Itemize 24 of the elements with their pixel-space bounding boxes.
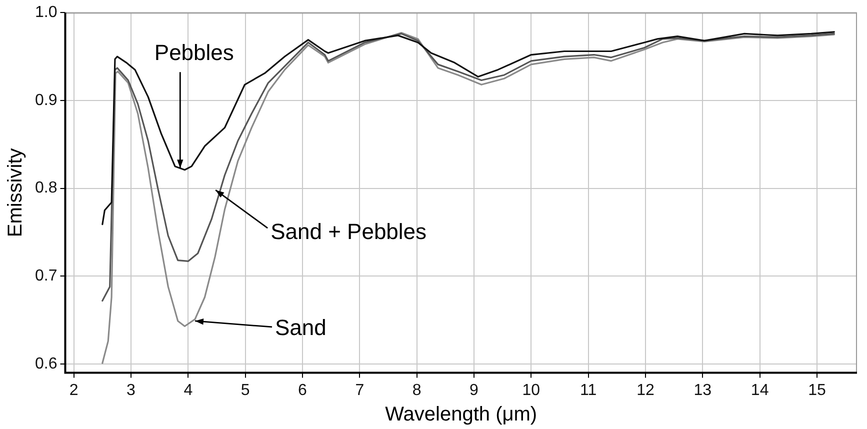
x-tick-label: 12 <box>636 382 654 399</box>
y-tick-label: 0.8 <box>34 180 58 197</box>
x-axis-title: Wavelength (μm) <box>385 404 538 426</box>
x-tick-label: 7 <box>355 382 364 399</box>
y-axis-title: Emissivity <box>4 148 27 238</box>
x-tick-label: 4 <box>184 382 193 399</box>
x-tick-label: 3 <box>126 382 136 399</box>
annotation: Sand + Pebbles <box>270 219 427 244</box>
x-tick-label: 5 <box>240 382 250 399</box>
x-tick-label: 6 <box>298 382 308 399</box>
x-tick-label: 10 <box>522 382 540 399</box>
y-tick-label: 0.7 <box>34 268 58 285</box>
x-tick-label: 14 <box>750 382 769 399</box>
y-tick-label: 1.0 <box>34 4 58 22</box>
y-tick-label: 0.6 <box>34 355 58 372</box>
x-tick-label: 9 <box>470 382 479 399</box>
x-tick-label: 15 <box>808 382 826 399</box>
x-tick-label: 2 <box>69 382 78 399</box>
annotation: Pebbles <box>154 40 234 66</box>
x-tick-label: 13 <box>694 382 712 399</box>
y-tick-label: 0.9 <box>34 92 58 109</box>
x-tick-label: 11 <box>580 382 597 399</box>
annotation: Sand <box>275 315 326 340</box>
x-tick-label: 8 <box>412 382 422 399</box>
